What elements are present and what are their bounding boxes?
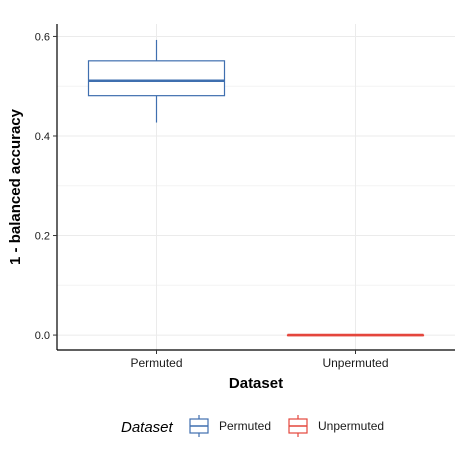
- x-tick-label: Unpermuted: [322, 356, 388, 370]
- box-unpermuted: [286, 333, 425, 337]
- legend-title: Dataset: [121, 419, 174, 436]
- boxes: [87, 39, 425, 337]
- y-tick-label: 0.4: [35, 131, 50, 143]
- y-axis-label: 1 - balanced accuracy: [7, 108, 24, 265]
- axes: 0.0 0.2 0.4 0.6 Permuted Unpermuted: [35, 24, 455, 370]
- legend: Dataset Permuted Unpermuted: [121, 415, 384, 437]
- x-tick-label: Permuted: [130, 356, 182, 370]
- box-body: [87, 60, 226, 97]
- y-tick-label: 0.6: [35, 31, 50, 43]
- y-tick-label: 0.2: [35, 231, 50, 243]
- legend-item-permuted: Permuted: [189, 415, 271, 437]
- box-permuted: [87, 39, 226, 123]
- x-axis-label: Dataset: [229, 375, 283, 392]
- legend-label: Unpermuted: [318, 419, 384, 433]
- y-tick-label: 0.0: [35, 330, 50, 342]
- legend-label: Permuted: [219, 419, 271, 433]
- legend-item-unpermuted: Unpermuted: [288, 415, 384, 437]
